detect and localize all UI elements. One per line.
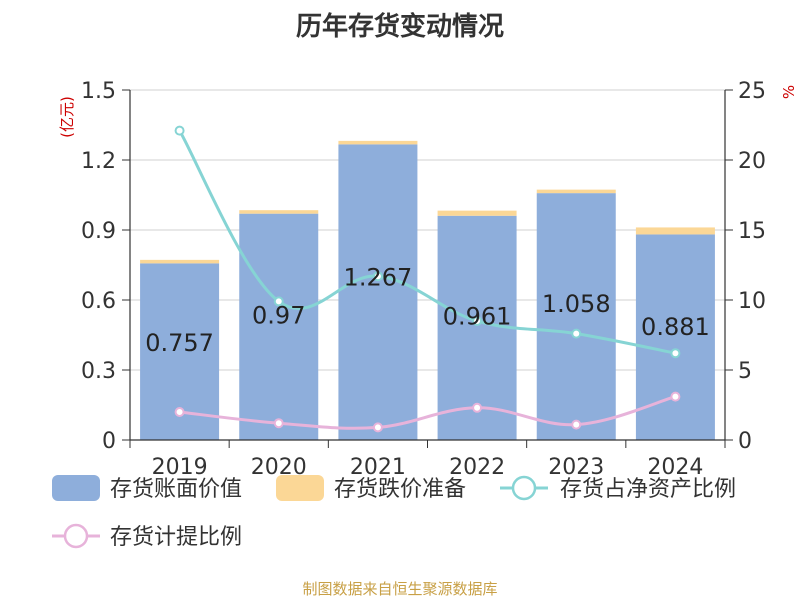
source-note: 制图数据来自恒生聚源数据库	[302, 580, 498, 598]
bar-series	[140, 140, 715, 440]
line-provision-ratio-point	[372, 422, 383, 433]
right-tick-label: 15	[738, 219, 766, 244]
legend-label: 存货占净资产比例	[560, 477, 736, 502]
line-provision-ratio-point	[670, 391, 681, 402]
legend-swatch-1	[276, 475, 324, 501]
right-tick-label: 5	[738, 359, 752, 384]
left-tick-label: 1.2	[81, 149, 116, 174]
legend-label: 存货账面价值	[110, 477, 242, 502]
line-series	[174, 125, 681, 433]
line-provision-ratio	[179, 395, 676, 430]
bar-value-label: 1.267	[344, 263, 413, 291]
bar-value-label: 0.757	[145, 329, 214, 357]
line-provision-ratio-point	[174, 407, 185, 417]
grid-lines	[130, 89, 725, 371]
x-tick-label: 2019	[152, 455, 208, 480]
legend-swatch-marker-3	[63, 523, 89, 549]
right-tick-label: 0	[738, 429, 752, 454]
line-provision-ratio-point	[273, 418, 284, 429]
left-axis-unit: (亿元)	[58, 96, 76, 138]
x-tick-label: 2021	[350, 455, 406, 480]
legend-swatch-marker-2	[511, 475, 537, 501]
bar-value-label: 1.058	[542, 290, 611, 318]
left-tick-label: 0.3	[81, 359, 116, 384]
right-tick-label: 25	[738, 79, 766, 104]
bar-impairment-reserve	[437, 210, 517, 216]
line-inventory-to-net-assets-point	[174, 125, 185, 136]
bar-book-value	[536, 193, 616, 440]
left-tick-label: 0	[102, 429, 116, 454]
bar-impairment-reserve	[239, 210, 319, 214]
chart-title: 历年存货变动情况	[295, 12, 504, 42]
right-tick-label: 20	[738, 149, 766, 174]
left-tick-label: 1.5	[81, 79, 116, 104]
line-provision-ratio-point	[472, 402, 483, 413]
bar-value-label: 0.881	[641, 313, 710, 341]
line-inventory-to-net-assets-point	[670, 348, 681, 359]
bar-impairment-reserve	[635, 227, 715, 235]
legend-label: 存货计提比例	[110, 525, 242, 550]
x-tick-label: 2022	[449, 455, 505, 480]
left-tick-label: 0.6	[81, 289, 116, 314]
data-labels: 0.757 0.97 1.267 0.961 1.058 0.881	[145, 263, 710, 356]
bar-impairment-reserve	[536, 189, 616, 194]
bar-impairment-reserve	[338, 140, 418, 145]
line-provision-ratio-point	[571, 419, 582, 430]
x-tick-label: 2023	[548, 455, 604, 480]
bar-value-label: 0.97	[252, 302, 305, 330]
legend-label: 存货跌价准备	[334, 477, 466, 502]
line-inventory-to-net-assets-point	[472, 316, 483, 326]
bar-impairment-reserve	[140, 259, 220, 264]
bar-value-label: 0.961	[443, 303, 512, 331]
bar-book-value	[338, 144, 418, 440]
left-tick-label: 0.9	[81, 219, 116, 244]
x-tick-label: 2024	[647, 455, 703, 480]
legend-swatch-0	[52, 475, 100, 501]
right-tick-label: 10	[738, 289, 766, 314]
bar-book-value	[239, 213, 319, 440]
right-axis-unit: %	[780, 85, 798, 99]
line-inventory-to-net-assets-point	[571, 328, 582, 339]
line-inventory-to-net-assets-point	[273, 296, 284, 307]
line-inventory-to-net-assets-point	[372, 271, 383, 282]
